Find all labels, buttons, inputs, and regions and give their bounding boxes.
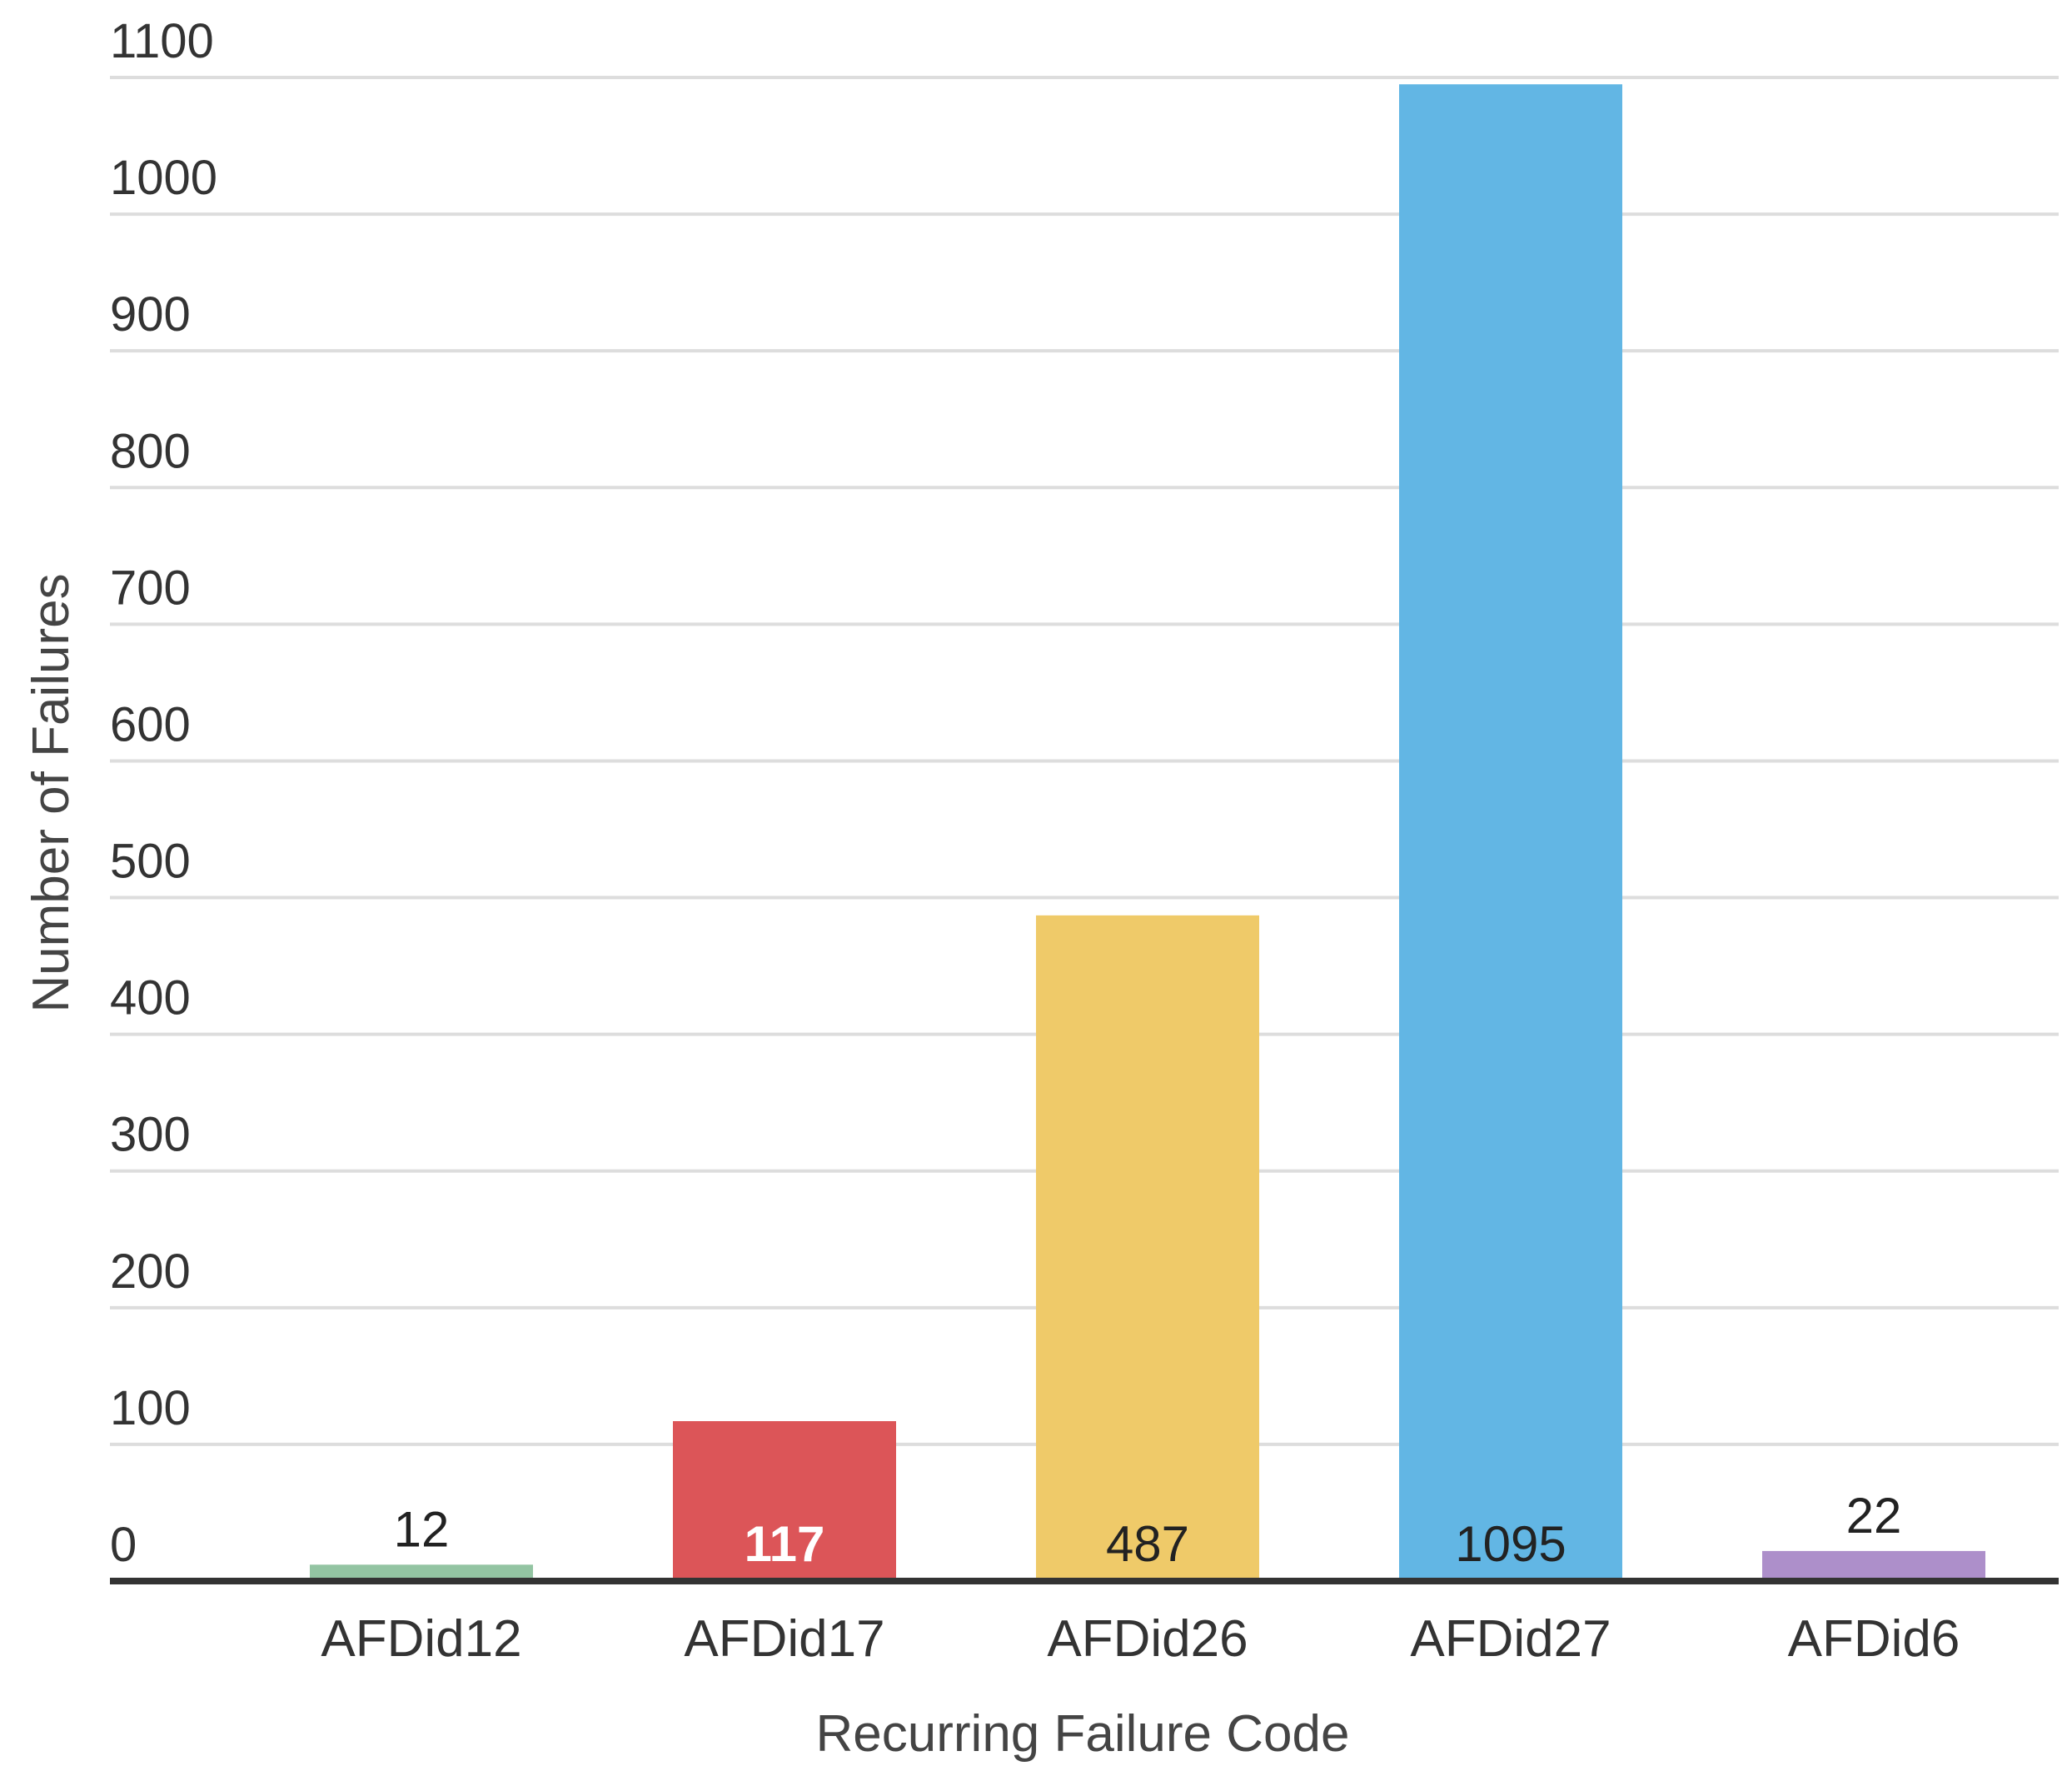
bar-AFDid12 — [310, 1564, 533, 1581]
y-tick-label-900: 900 — [110, 287, 191, 342]
y-tick-label-400: 400 — [110, 971, 191, 1025]
y-tick-label-1000: 1000 — [110, 151, 217, 205]
bar-AFDid27 — [1399, 84, 1622, 1581]
bar-AFDid26 — [1036, 915, 1259, 1581]
x-tick-label-AFDid12: AFDid12 — [321, 1610, 521, 1668]
x-axis-categories: AFDid12 AFDid17 AFDid26 AFDid27 AFDid6 — [321, 1610, 1960, 1668]
y-tick-label-500: 500 — [110, 835, 191, 889]
data-label-AFDid26: 487 — [1106, 1516, 1189, 1572]
y-tick-label-300: 300 — [110, 1108, 191, 1162]
y-tick-label-700: 700 — [110, 561, 191, 615]
x-tick-label-AFDid27: AFDid27 — [1410, 1610, 1611, 1668]
y-tick-label-200: 200 — [110, 1245, 191, 1299]
data-label-AFDid17: 117 — [745, 1516, 825, 1572]
y-tick-label-800: 800 — [110, 424, 191, 478]
y-tick-label-100: 100 — [110, 1381, 191, 1435]
y-axis-ticks: 0 100 200 300 400 500 600 700 800 900 1000 1100 — [110, 14, 217, 1572]
bars — [310, 84, 1985, 1581]
bar-AFDid17 — [673, 1421, 896, 1581]
data-label-AFDid12: 12 — [394, 1501, 450, 1557]
x-tick-label-AFDid26: AFDid26 — [1047, 1610, 1248, 1668]
x-axis-title: Recurring Failure Code — [816, 1705, 1350, 1763]
y-tick-label-1100: 1100 — [110, 14, 214, 68]
y-tick-label-0: 0 — [110, 1518, 137, 1572]
y-axis-title: Number of Failures — [22, 573, 80, 1012]
bar-AFDid6 — [1762, 1550, 1985, 1581]
gridlines — [110, 76, 2059, 1446]
data-label-AFDid6: 22 — [1846, 1488, 1902, 1544]
y-tick-label-600: 600 — [110, 697, 191, 751]
x-tick-label-AFDid17: AFDid17 — [684, 1610, 884, 1668]
data-label-AFDid27: 1095 — [1455, 1516, 1566, 1572]
data-labels: 12 117 487 1095 22 — [394, 1488, 1902, 1572]
x-tick-label-AFDid6: AFDid6 — [1788, 1610, 1960, 1668]
